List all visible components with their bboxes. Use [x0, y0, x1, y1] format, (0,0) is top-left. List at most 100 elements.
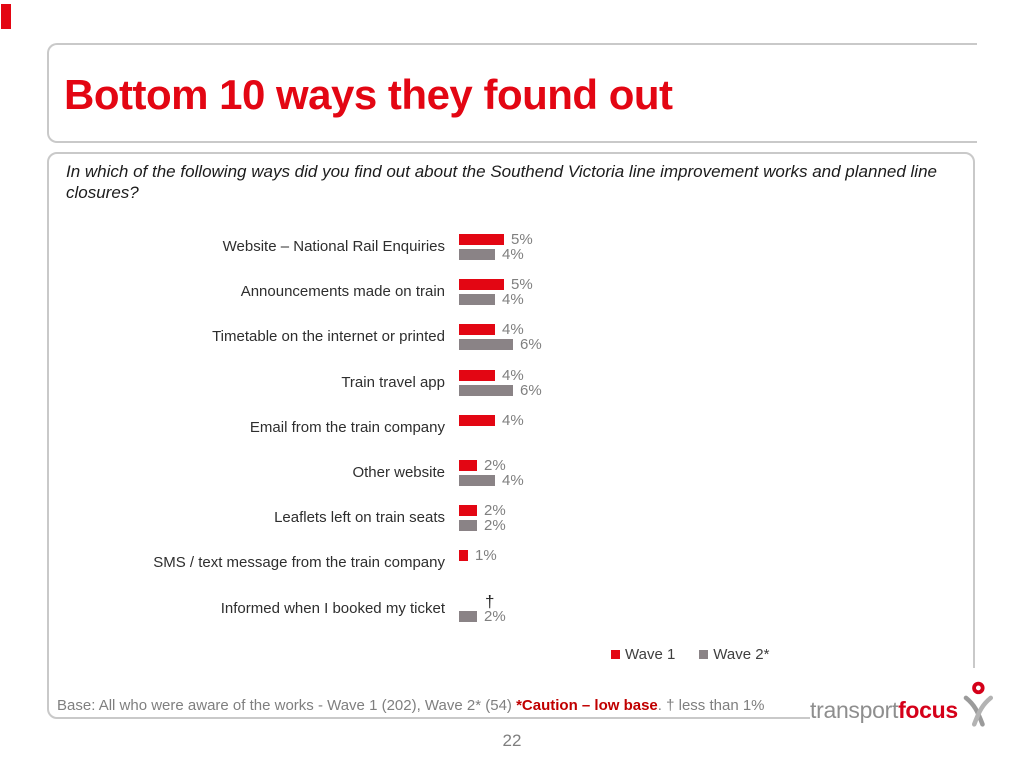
wave1-bar — [459, 414, 495, 426]
bar-group: 2% 2% — [459, 501, 506, 533]
content-box: In which of the following ways did you f… — [47, 152, 975, 719]
value-label: 6% — [520, 336, 542, 354]
page-number: 22 — [502, 731, 522, 750]
value-label: 4% — [502, 471, 524, 489]
value-label: 4% — [502, 366, 524, 384]
bar-group: 1% — [459, 546, 497, 578]
chart-row: Informed when I booked my ticket † 2% — [49, 592, 973, 637]
bar-group: 5% 4% — [459, 275, 533, 307]
chart-row: Leaflets left on train seats 2% 2% — [49, 501, 973, 546]
value-label: 4% — [502, 246, 524, 263]
value-label: 2% — [484, 456, 506, 474]
bar-line — [459, 563, 497, 578]
wave1-bar — [459, 505, 477, 517]
red-corner-mark — [1, 4, 11, 29]
transport-focus-logo: transportfocus — [810, 668, 994, 730]
chart-row: Other website 2% 4% — [49, 456, 973, 501]
chart-legend: Wave 1 Wave 2* — [611, 646, 769, 663]
bar-line: 4% — [459, 473, 524, 488]
legend-label-wave2: Wave 2* — [713, 646, 770, 663]
value-label: † — [485, 591, 495, 611]
survey-question: In which of the following ways did you f… — [66, 162, 937, 202]
bar-line: 4% — [459, 413, 524, 428]
base-note: Base: All who were aware of the works - … — [57, 697, 765, 714]
value-label: 5% — [511, 231, 533, 248]
wave1-bar — [459, 369, 495, 381]
value-label: 5% — [511, 276, 533, 294]
bar-line: 6% — [459, 337, 542, 352]
wave2-bar — [459, 339, 513, 351]
wave1-bar — [459, 279, 504, 291]
person-icon — [963, 681, 993, 727]
category-label: Leaflets left on train seats — [274, 509, 445, 527]
value-label: 6% — [520, 381, 542, 399]
bar-group: † 2% — [459, 592, 506, 624]
value-label: 2% — [484, 607, 506, 625]
wave2-bar — [459, 610, 477, 622]
legend-item-wave2: Wave 2* — [699, 646, 769, 663]
value-label: 4% — [502, 411, 524, 429]
legend-item-wave1: Wave 1 — [611, 646, 675, 663]
base-note-caution: *Caution – low base — [516, 697, 658, 714]
value-label: 2% — [484, 517, 506, 535]
wave2-swatch-icon — [699, 650, 709, 659]
category-label: Website – National Rail Enquiries — [222, 238, 445, 255]
wave2-bar — [459, 384, 513, 396]
value-label: 4% — [502, 291, 524, 309]
value-label: 2% — [484, 502, 506, 520]
bar-group: 4% 6% — [459, 366, 542, 398]
wave2-bar — [459, 474, 495, 486]
wave1-swatch-icon — [611, 650, 620, 659]
category-label: Timetable on the internet or printed — [212, 328, 445, 346]
logo-text-transport: transport — [810, 697, 899, 723]
page-title: Bottom 10 ways they found out — [64, 70, 673, 118]
bar-line: 4% — [459, 292, 533, 307]
chart-row: Announcements made on train 5% 4% — [49, 275, 973, 320]
wave1-bar — [459, 324, 495, 336]
chart-row: Timetable on the internet or printed 4% 6% — [49, 320, 973, 365]
bar-line: 5% — [459, 277, 533, 292]
category-label: Email from the train company — [249, 418, 445, 436]
bar-line: 4% — [459, 322, 542, 337]
bar-line: 1% — [459, 548, 497, 563]
chart-row: Website – National Rail Enquiries 5% 4% — [49, 230, 973, 275]
category-label: Other website — [352, 463, 445, 481]
category-label: Announcements made on train — [240, 283, 445, 301]
bar-line: 2% — [459, 503, 506, 518]
bar-group: 5% 4% — [459, 230, 533, 262]
category-label: Train travel app — [341, 373, 445, 391]
base-note-suffix: . † less than 1% — [657, 697, 765, 714]
chart-row: SMS / text message from the train compan… — [49, 546, 973, 591]
legend-label-wave1: Wave 1 — [625, 646, 676, 663]
chart-row: Train travel app 4% 6% — [49, 366, 973, 411]
wave1-bar — [459, 459, 477, 471]
wave2-bar — [459, 249, 495, 260]
wave2-bar — [459, 520, 477, 532]
bar-group: 4% — [459, 411, 524, 443]
bar-line: 4% — [459, 247, 533, 262]
bar-line: † — [459, 591, 506, 611]
logo-wordmark: transportfocus — [810, 699, 958, 730]
category-label: Informed when I booked my ticket — [220, 599, 445, 617]
bar-line: 2% — [459, 609, 506, 624]
value-label: 1% — [475, 547, 497, 565]
wave1-bar — [459, 234, 504, 245]
base-note-prefix: Base: All who were aware of the works - … — [57, 697, 517, 714]
bar-line: 2% — [459, 518, 506, 533]
bar-chart: Website – National Rail Enquiries 5% 4% Ann… — [49, 230, 973, 637]
bar-line: 4% — [459, 368, 542, 383]
category-label: SMS / text message from the train compan… — [153, 554, 445, 572]
wave1-bar — [459, 550, 468, 562]
bar-group: 2% 4% — [459, 456, 524, 488]
bar-group: 4% 6% — [459, 320, 542, 352]
bar-line: 2% — [459, 458, 524, 473]
bar-line — [459, 428, 524, 443]
chart-row: Email from the train company 4% — [49, 411, 973, 456]
value-label: 4% — [502, 321, 524, 339]
wave2-bar — [459, 294, 495, 306]
title-box: Bottom 10 ways they found out — [47, 43, 977, 143]
logo-text-focus: focus — [898, 697, 958, 723]
bar-line: 6% — [459, 383, 542, 398]
bar-line: 5% — [459, 232, 533, 247]
